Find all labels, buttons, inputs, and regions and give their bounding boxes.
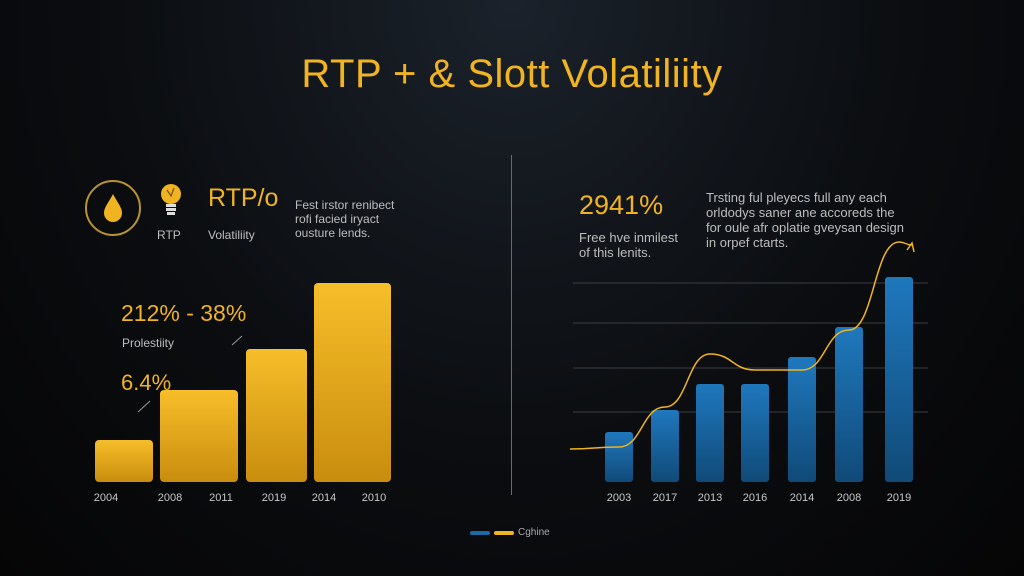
description-line: Fest irstor renibect [295,198,395,212]
volatility-label: Volatiliity [208,228,255,242]
right-bar [605,432,633,482]
right-year-label: 2017 [652,492,678,504]
legend-swatch-blue [470,530,490,535]
droplet-icon [85,180,141,236]
right-year-label: 2019 [886,492,912,504]
right-bar [835,327,863,482]
left-year-label: 2010 [361,492,387,504]
description-line: in orpef ctarts. [706,235,789,250]
rtp-heading: RTP/o [208,184,279,212]
pointer-line [231,335,243,346]
stat-label-line: of this lenits. [579,245,652,260]
left-bar [314,283,391,482]
right-bar [651,410,679,482]
right-stat-label: Free hve inmilest of this lenits. [579,230,678,260]
legend-label: Cghine [518,527,550,538]
right-bar [696,384,724,482]
left-year-label: 2019 [261,492,287,504]
left-bar [246,349,307,482]
description-line: rofi facied iryact [295,212,380,226]
right-bar [788,357,816,482]
right-bar [885,277,913,482]
right-stat-value: 2941% [579,190,664,220]
left-bar [95,440,153,482]
legend-swatch-gold [494,530,514,535]
left-year-label: 2014 [311,492,337,504]
legend: Cghine [470,527,550,538]
divider [511,155,512,495]
stat-range: 212% - 38% [121,300,247,326]
right-year-label: 2003 [606,492,632,504]
right-year-label: 2008 [836,492,862,504]
pointer-line [137,400,151,413]
left-description: Fest irstor renibect rofi facied iryact … [295,198,394,240]
right-year-label: 2016 [742,492,768,504]
right-bar [741,384,769,482]
left-bar [160,390,238,482]
description-line: ousture lends. [295,226,371,240]
left-year-label: 2011 [209,492,233,504]
arrow-head-icon [906,241,915,253]
lightbulb-icon [158,182,184,222]
right-year-label: 2013 [697,492,723,504]
stat-range-label: Prolestiity [122,336,175,350]
right-year-label: 2014 [789,492,815,504]
trend-line [569,241,913,450]
description-line: Trsting ful pleyecs full any each [706,190,887,205]
right-description: Trsting ful pleyecs full any each orldod… [706,190,904,250]
stat-label-line: Free hve inmilest [579,230,678,245]
page-title: RTP + & Slott Volatiliity [301,52,723,96]
description-line: for oule afr oplatie gveysan design [706,220,905,235]
left-year-label: 2004 [93,492,119,504]
description-line: orldodys saner ane accoreds the [706,205,895,220]
left-year-label: 2008 [157,492,183,504]
rtp-icon-label: RTP [157,228,181,242]
